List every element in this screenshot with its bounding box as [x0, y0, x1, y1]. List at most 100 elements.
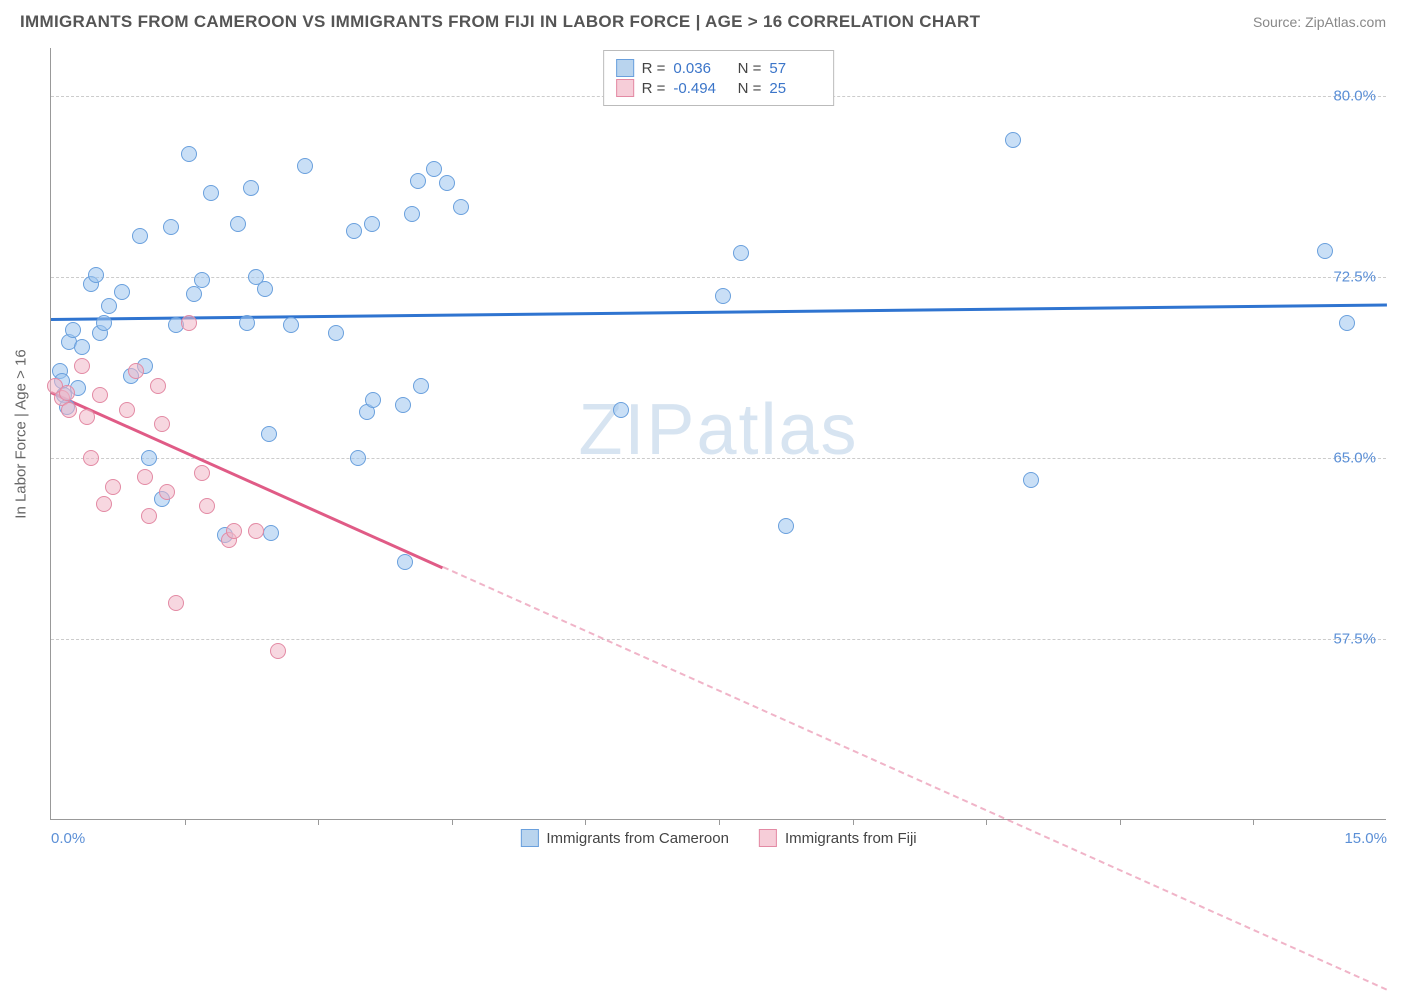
legend-r-value: 0.036 — [673, 60, 725, 77]
scatter-point-fiji — [92, 387, 108, 403]
x-tick-label: 0.0% — [51, 830, 85, 847]
x-tick-mark — [986, 819, 987, 825]
scatter-point-fiji — [181, 315, 197, 331]
legend-n-label: N = — [733, 60, 761, 77]
scatter-point-fiji — [96, 496, 112, 512]
scatter-point-cameroon — [88, 267, 104, 283]
scatter-point-cameroon — [439, 175, 455, 191]
scatter-point-fiji — [141, 508, 157, 524]
y-tick-label: 80.0% — [1333, 88, 1376, 105]
legend-swatch — [520, 829, 538, 847]
scatter-point-cameroon — [365, 392, 381, 408]
scatter-point-cameroon — [283, 317, 299, 333]
series-legend-item: Immigrants from Cameroon — [520, 829, 729, 847]
legend-n-label: N = — [733, 80, 761, 97]
x-tick-mark — [318, 819, 319, 825]
scatter-point-fiji — [59, 385, 75, 401]
scatter-point-cameroon — [194, 272, 210, 288]
scatter-point-fiji — [105, 479, 121, 495]
correlation-legend-row: R = 0.036 N = 57 — [616, 59, 822, 77]
scatter-point-cameroon — [346, 223, 362, 239]
scatter-point-cameroon — [1339, 315, 1355, 331]
gridline — [51, 639, 1386, 640]
x-tick-mark — [853, 819, 854, 825]
scatter-point-cameroon — [96, 315, 112, 331]
scatter-point-fiji — [226, 523, 242, 539]
scatter-point-cameroon — [364, 216, 380, 232]
scatter-point-fiji — [168, 595, 184, 611]
legend-r-label: R = — [642, 80, 666, 97]
series-legend-label: Immigrants from Cameroon — [546, 830, 729, 847]
scatter-point-cameroon — [132, 228, 148, 244]
scatter-point-cameroon — [404, 206, 420, 222]
x-tick-mark — [452, 819, 453, 825]
x-tick-mark — [185, 819, 186, 825]
scatter-point-fiji — [74, 358, 90, 374]
scatter-point-cameroon — [243, 180, 259, 196]
scatter-point-cameroon — [261, 426, 277, 442]
scatter-point-cameroon — [733, 245, 749, 261]
chart-title: IMMIGRANTS FROM CAMEROON VS IMMIGRANTS F… — [20, 12, 980, 32]
scatter-point-cameroon — [257, 281, 273, 297]
scatter-point-cameroon — [163, 219, 179, 235]
scatter-point-cameroon — [413, 378, 429, 394]
scatter-point-cameroon — [397, 554, 413, 570]
x-tick-mark — [719, 819, 720, 825]
trend-line-extrapolated — [442, 566, 1387, 991]
chart-header: IMMIGRANTS FROM CAMEROON VS IMMIGRANTS F… — [0, 0, 1406, 40]
scatter-point-fiji — [128, 363, 144, 379]
plot-area: ZIPatlas In Labor Force | Age > 16 80.0%… — [50, 48, 1386, 820]
scatter-point-fiji — [159, 484, 175, 500]
y-tick-label: 72.5% — [1333, 269, 1376, 286]
scatter-point-cameroon — [410, 173, 426, 189]
scatter-point-cameroon — [101, 298, 117, 314]
correlation-legend-row: R = -0.494 N = 25 — [616, 79, 822, 97]
legend-swatch — [759, 829, 777, 847]
series-legend-label: Immigrants from Fiji — [785, 830, 917, 847]
legend-n-value: 25 — [769, 80, 821, 97]
scatter-point-cameroon — [230, 216, 246, 232]
watermark: ZIPatlas — [578, 388, 858, 470]
y-axis-title: In Labor Force | Age > 16 — [13, 349, 30, 518]
legend-n-value: 57 — [769, 60, 821, 77]
x-tick-mark — [1120, 819, 1121, 825]
legend-r-label: R = — [642, 60, 666, 77]
scatter-point-fiji — [270, 643, 286, 659]
scatter-point-cameroon — [1023, 472, 1039, 488]
legend-swatch — [616, 79, 634, 97]
series-legend-item: Immigrants from Fiji — [759, 829, 917, 847]
scatter-point-cameroon — [65, 322, 81, 338]
scatter-point-fiji — [150, 378, 166, 394]
scatter-point-cameroon — [426, 161, 442, 177]
scatter-point-cameroon — [141, 450, 157, 466]
scatter-point-cameroon — [1005, 132, 1021, 148]
scatter-point-cameroon — [350, 450, 366, 466]
scatter-point-cameroon — [297, 158, 313, 174]
scatter-point-cameroon — [453, 199, 469, 215]
x-tick-mark — [1253, 819, 1254, 825]
scatter-point-cameroon — [186, 286, 202, 302]
correlation-legend: R = 0.036 N = 57 R = -0.494 N = 25 — [603, 50, 835, 106]
scatter-point-cameroon — [715, 288, 731, 304]
scatter-point-cameroon — [778, 518, 794, 534]
legend-r-value: -0.494 — [673, 80, 725, 97]
scatter-point-fiji — [79, 409, 95, 425]
y-tick-label: 57.5% — [1333, 631, 1376, 648]
series-legend: Immigrants from Cameroon Immigrants from … — [520, 829, 916, 847]
scatter-point-cameroon — [1317, 243, 1333, 259]
scatter-point-fiji — [83, 450, 99, 466]
scatter-point-fiji — [119, 402, 135, 418]
scatter-point-cameroon — [395, 397, 411, 413]
scatter-point-cameroon — [263, 525, 279, 541]
scatter-point-fiji — [248, 523, 264, 539]
chart-source: Source: ZipAtlas.com — [1253, 14, 1386, 30]
scatter-point-cameroon — [328, 325, 344, 341]
scatter-point-fiji — [137, 469, 153, 485]
scatter-point-cameroon — [74, 339, 90, 355]
scatter-point-cameroon — [613, 402, 629, 418]
scatter-point-fiji — [199, 498, 215, 514]
scatter-point-cameroon — [203, 185, 219, 201]
x-tick-label: 15.0% — [1344, 830, 1387, 847]
scatter-point-fiji — [194, 465, 210, 481]
scatter-point-cameroon — [181, 146, 197, 162]
